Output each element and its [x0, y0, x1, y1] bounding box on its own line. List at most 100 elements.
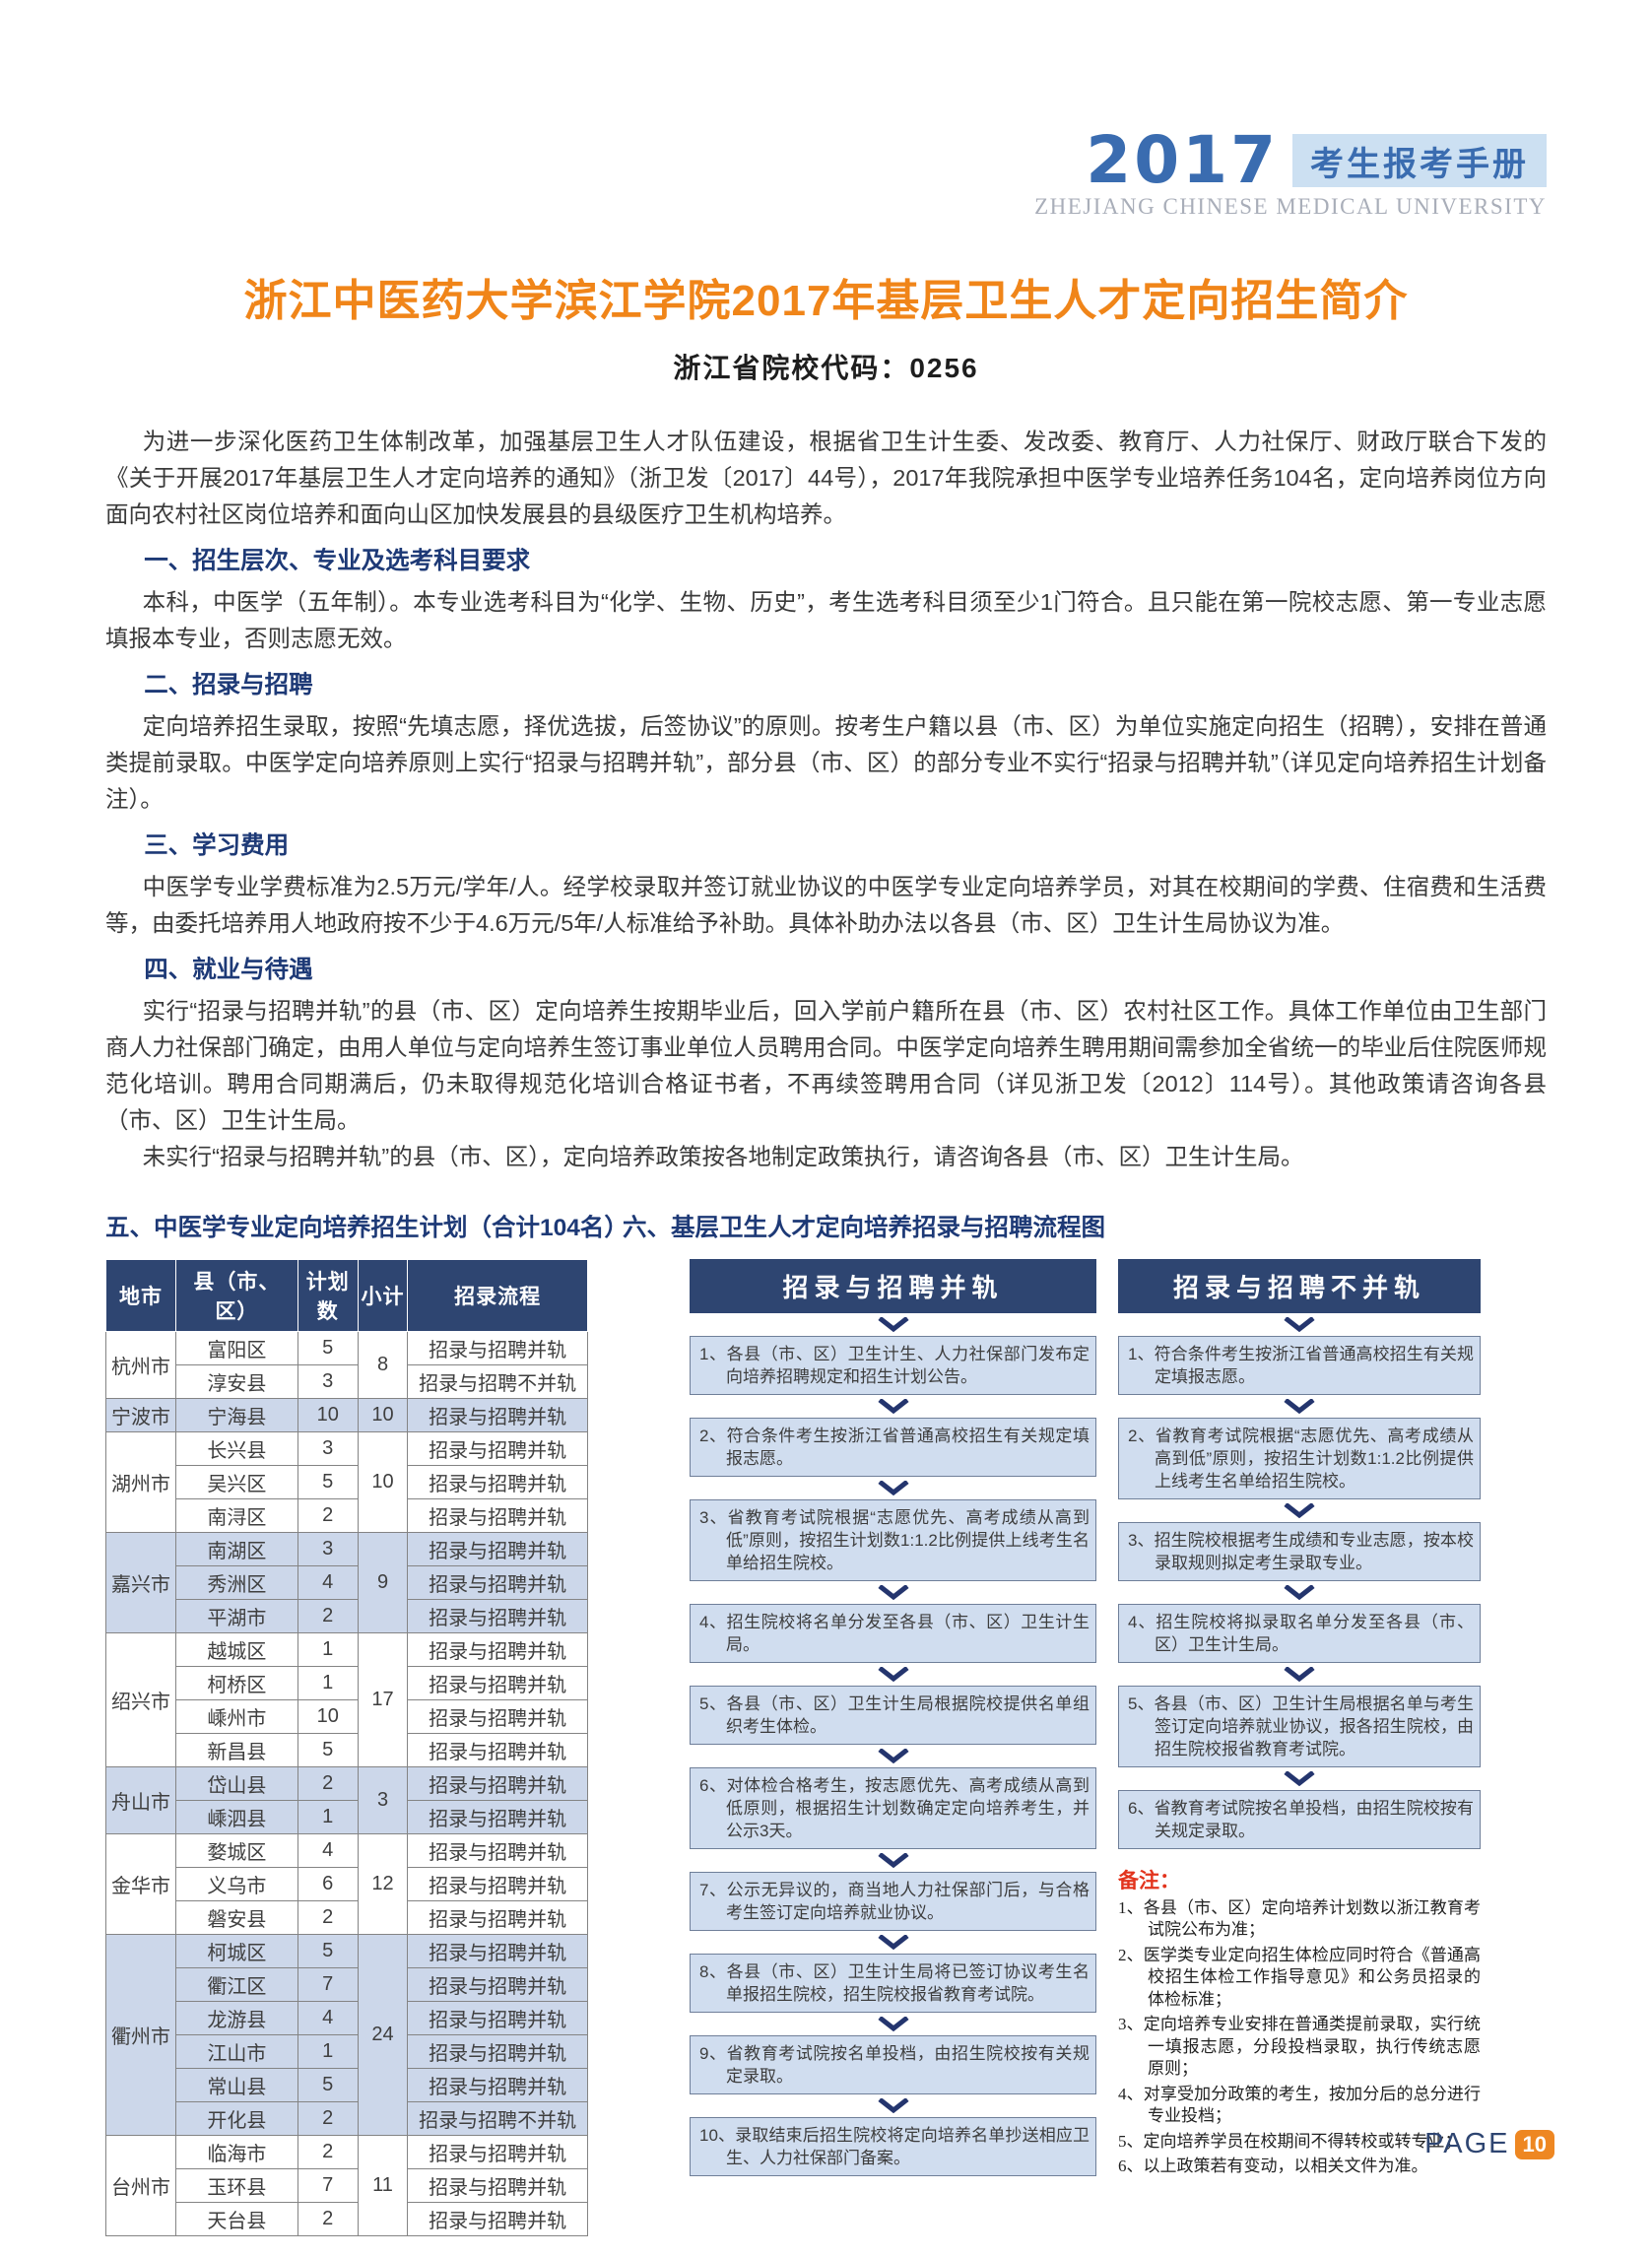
plan-count-cell: 5: [297, 1732, 359, 1767]
plan-count-cell: 2: [297, 2201, 359, 2236]
flow-step-box: 8、各县（市、区）卫生计生局将已签订协议考生名单报招生院校，招生院校报省教育考试…: [690, 1953, 1096, 2013]
flow-step-box: 6、对体检合格考生，按志愿优先、高考成绩从高到低原则，根据招生计划数确定定向培养…: [690, 1766, 1096, 1849]
section-heading: 四、就业与待遇: [144, 956, 313, 983]
table-row: 义乌市 6 招录与招聘并轨: [106, 1866, 588, 1901]
process-cell: 招录与招聘并轨: [407, 1799, 588, 1834]
plan-count-cell: 2: [297, 1497, 359, 1533]
flow-step-box: 3、招生院校根据考生成绩和专业志愿，按本校录取规则拟定考生录取专业。: [1118, 1521, 1481, 1581]
header-process: 招录流程: [407, 1258, 588, 1332]
flow-step-box: 10、录取结束后招生院校将定向培养名单抄送相应卫生、人力社保部门备案。: [690, 2116, 1096, 2176]
plan-count-cell: 4: [297, 1832, 359, 1868]
city-cell: 衢州市: [104, 1933, 177, 2136]
city-cell: 嘉兴市: [104, 1531, 177, 1633]
county-cell: 柯城区: [175, 1933, 298, 1968]
bottom-area: 地市 县（市、区） 计划数 小计 招录流程 杭州市 富阳区 5 8 招录与招聘并轨 淳安县…: [104, 1258, 1547, 2236]
remark-item: 5、定向培养学员在校期间不得转校或转专业；: [1118, 2131, 1462, 2151]
remark-item: 2、医学类专业定向招生体检应同时符合《普通高校招生体检工作指导意见》和公务员招录…: [1118, 1945, 1481, 2009]
process-cell: 招录与招聘并轨: [407, 1430, 588, 1466]
intro-paragraph: 为进一步深化医药卫生体制改革，加强基层卫生人才队伍建设，根据省卫生计生委、发改委…: [105, 428, 1547, 527]
masthead: 2017 考生报考手册 ZHEJIANG CHINESE MEDICAL UNI…: [105, 128, 1547, 220]
sections-container: 一、招生层次、专业及选考科目要求 本科，中医学（五年制）。本专业选考科目为“化学…: [105, 544, 1547, 1175]
table-row: 常山县 5 招录与招聘并轨: [106, 2067, 588, 2102]
table-row: 秀洲区 4 招录与招聘并轨: [106, 1564, 588, 1600]
flow-step-box: 5、各县（市、区）卫生计生局根据院校提供名单组织考生体检。: [690, 1685, 1096, 1745]
table-row: 天台县 2 招录与招聘并轨: [106, 2201, 588, 2236]
arrow-down-icon: [690, 1479, 1096, 1495]
county-cell: 平湖市: [175, 1598, 298, 1633]
page-label: PAGE: [1424, 2128, 1510, 2159]
plan-count-cell: 2: [297, 1765, 359, 1801]
arrow-down-icon: [1118, 1583, 1481, 1600]
section-paragraph: 实行“招录与招聘并轨”的县（市、区）定向培养生按期毕业后，回入学前户籍所在县（市…: [105, 997, 1547, 1133]
process-cell: 招录与招聘并轨: [407, 1899, 588, 1935]
section-paragraph: 定向培养招生录取，按照“先填志愿，择优选拔，后签协议”的原则。按考生户籍以县（市…: [105, 712, 1547, 812]
plan-table: 地市 县（市、区） 计划数 小计 招录流程 杭州市 富阳区 5 8 招录与招聘并轨 淳安县…: [104, 1258, 588, 2236]
process-cell: 招录与招聘不并轨: [407, 1363, 588, 1399]
process-cell: 招录与招聘并轨: [407, 1698, 588, 1734]
arrow-down-icon: [1118, 1397, 1481, 1414]
county-cell: 越城区: [175, 1631, 298, 1667]
table-row: 金华市 婺城区 4 12 招录与招聘并轨: [104, 1832, 588, 1935]
page-footer: PAGE 10: [1424, 2128, 1554, 2160]
process-cell: 招录与招聘并轨: [407, 1765, 588, 1801]
city-cell: 舟山市: [104, 1765, 177, 1834]
city-cell: 宁波市: [104, 1397, 177, 1432]
county-cell: 天台县: [175, 2201, 298, 2236]
county-cell: 长兴县: [175, 1430, 298, 1466]
remarks-label: 备注：: [1118, 1868, 1180, 1892]
flow-step-box: 1、各县（市、区）卫生计生、人力社保部门发布定向培养招聘规定和招生计划公告。: [690, 1335, 1096, 1395]
county-cell: 嵊泗县: [175, 1799, 298, 1834]
county-cell: 江山市: [175, 2033, 298, 2069]
city-cell: 金华市: [104, 1832, 177, 1935]
process-cell: 招录与招聘并轨: [407, 1531, 588, 1566]
arrow-down-icon: [690, 1665, 1096, 1682]
table-row: 湖州市 长兴县 3 10 招录与招聘并轨: [104, 1430, 588, 1533]
plan-count-cell: 10: [297, 1397, 359, 1432]
process-cell: 招录与招聘并轨: [407, 1966, 588, 2002]
county-cell: 临海市: [175, 2134, 298, 2169]
header-count: 计划数: [297, 1258, 359, 1332]
city-cell: 绍兴市: [104, 1631, 177, 1767]
flow-step-box: 5、各县（市、区）卫生计生局根据名单与考生签订定向培养就业协议，报各招生院校，由…: [1118, 1685, 1481, 1767]
table-row: 玉环县 7 招录与招聘并轨: [106, 2167, 588, 2203]
plan-count-cell: 1: [297, 1799, 359, 1834]
table-row: 嘉兴市 南湖区 3 9 招录与招聘并轨: [104, 1531, 588, 1633]
remark-item: 4、对享受加分政策的考生，按加分后的总分进行专业投档；: [1118, 2084, 1481, 2126]
header-county: 县（市、区）: [175, 1258, 298, 1332]
table-row: 龙游县 4 招录与招聘并轨: [106, 2000, 588, 2035]
county-cell: 吴兴区: [175, 1464, 298, 1499]
flow-column-separate: 招录与招聘不并轨 1、符合条件考生按浙江省普通高校招生有关规定填报志愿。 2、省教育…: [1118, 1258, 1481, 1849]
flow-column-separate-wrap: 招录与招聘不并轨 1、符合条件考生按浙江省普通高校招生有关规定填报志愿。 2、省教育…: [1118, 1258, 1481, 2178]
process-cell: 招录与招聘并轨: [407, 1564, 588, 1600]
table-row: 南浔区 2 招录与招聘并轨: [106, 1497, 588, 1533]
table-row: 开化县 2 招录与招聘不并轨: [106, 2100, 588, 2136]
plan-count-cell: 3: [297, 1531, 359, 1566]
plan-count-cell: 2: [297, 2134, 359, 2169]
table-row: 衢州市 柯城区 5 24 招录与招聘并轨: [104, 1933, 588, 2136]
doc-section: 一、招生层次、专业及选考科目要求 本科，中医学（五年制）。本专业选考科目为“化学…: [105, 544, 1547, 657]
arrow-down-icon: [1118, 1665, 1481, 1682]
school-code: 浙江省院校代码：0256: [673, 352, 979, 383]
arrow-down-icon: [1118, 1315, 1481, 1332]
page-title: 浙江中医药大学滨江学院2017年基层卫生人才定向招生简介: [243, 277, 1409, 325]
table-row: 宁波市 宁海县 10 10 招录与招聘并轨: [104, 1397, 588, 1432]
table-row: 吴兴区 5 招录与招聘并轨: [106, 1464, 588, 1499]
process-cell: 招录与招聘并轨: [407, 2033, 588, 2069]
county-cell: 淳安县: [175, 1363, 298, 1399]
table-row: 淳安县 3 招录与招聘不并轨: [106, 1363, 588, 1399]
arrow-down-icon: [690, 1851, 1096, 1868]
subtotal-cell: 11: [357, 2134, 409, 2236]
plan-count-cell: 1: [297, 2033, 359, 2069]
section-heading: 一、招生层次、专业及选考科目要求: [144, 547, 531, 574]
plan-table-wrap: 地市 县（市、区） 计划数 小计 招录流程 杭州市 富阳区 5 8 招录与招聘并轨 淳安县…: [104, 1258, 588, 2236]
plan-count-cell: 5: [297, 1464, 359, 1499]
county-cell: 开化县: [175, 2100, 298, 2136]
table-row: 柯桥区 1 招录与招聘并轨: [106, 1665, 588, 1700]
county-cell: 南湖区: [175, 1531, 298, 1566]
section-paragraph: 本科，中医学（五年制）。本专业选考科目为“化学、生物、历史”，考生选考科目须至少…: [105, 588, 1547, 651]
flow-column-title: 招录与招聘并轨: [690, 1258, 1096, 1313]
process-cell: 招录与招聘并轨: [407, 1933, 588, 1968]
city-cell: 杭州市: [104, 1330, 177, 1399]
plan-count-cell: 6: [297, 1866, 359, 1901]
flow-step-box: 9、省教育考试院按名单投档，由招生院校按有关规定录取。: [690, 2034, 1096, 2094]
